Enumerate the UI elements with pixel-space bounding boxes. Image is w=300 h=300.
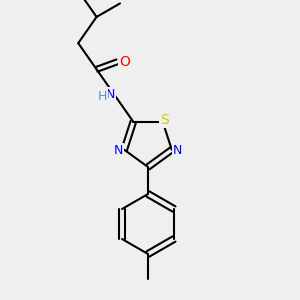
Text: N: N — [105, 88, 115, 101]
Text: N: N — [173, 144, 182, 157]
Text: N: N — [113, 144, 123, 157]
Text: H: H — [97, 90, 106, 103]
Text: O: O — [119, 55, 130, 69]
Text: S: S — [160, 113, 169, 127]
